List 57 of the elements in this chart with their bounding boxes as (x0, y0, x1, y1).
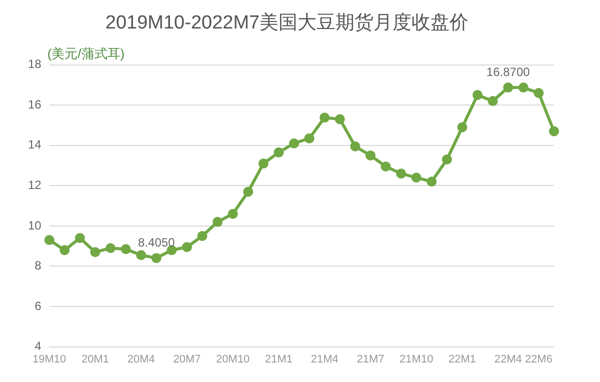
point (442, 154, 452, 164)
point (488, 96, 498, 106)
x-tick-label: 21M4 (310, 353, 338, 366)
point (549, 126, 559, 136)
point (350, 141, 360, 152)
x-tick-label: 19M10 (32, 353, 66, 366)
point (411, 172, 422, 183)
point (90, 247, 100, 258)
point (426, 176, 437, 187)
y-tick-label: 6 (34, 298, 42, 313)
point (334, 114, 345, 124)
point (74, 233, 85, 244)
point (197, 231, 208, 242)
y-axis-title: (美元/蒲式耳) (47, 46, 125, 61)
x-tick-label: 20M10 (216, 353, 250, 366)
point (136, 250, 146, 260)
chart-title: 2019M10-2022M7美国大豆期货月度收盘价 (105, 12, 469, 34)
point (274, 147, 284, 158)
point (212, 216, 223, 227)
x-tick-label: 22M1 (448, 353, 476, 366)
x-tick-label: 22M4 (494, 353, 522, 366)
x-tick-label: 21M10 (400, 353, 434, 366)
y-tick-label: 8 (34, 258, 42, 273)
x-tick-label: 20M7 (173, 353, 201, 366)
point (44, 235, 54, 246)
y-tick-label: 18 (28, 57, 42, 72)
point (228, 208, 238, 219)
x-tick-label: 21M7 (356, 353, 384, 366)
point (120, 244, 131, 254)
point (534, 88, 544, 98)
point (151, 253, 162, 264)
point (457, 122, 468, 132)
data-label: 16.8700 (486, 64, 530, 79)
point (472, 90, 483, 100)
x-tick-label: 22M6 (524, 353, 552, 366)
point (396, 168, 406, 179)
x-tick-label: 20M4 (127, 353, 155, 366)
y-tick-label: 12 (28, 178, 42, 192)
point (380, 162, 391, 172)
point (320, 112, 330, 123)
x-tick-label: 21M1 (264, 353, 292, 366)
point (106, 243, 116, 254)
data-label: 8.4050 (138, 235, 176, 250)
x-tick-label: 20M1 (81, 353, 109, 366)
point (304, 133, 314, 144)
y-tick-label: 4 (34, 339, 42, 354)
point (518, 82, 528, 93)
y-tick-label: 16 (28, 97, 42, 112)
point (258, 158, 268, 168)
point (503, 82, 514, 93)
point (365, 150, 376, 160)
point (243, 186, 254, 197)
y-tick-label: 10 (28, 218, 42, 232)
y-tick-label: 14 (28, 138, 42, 152)
point (289, 138, 300, 148)
point (182, 242, 192, 252)
point (60, 245, 70, 256)
